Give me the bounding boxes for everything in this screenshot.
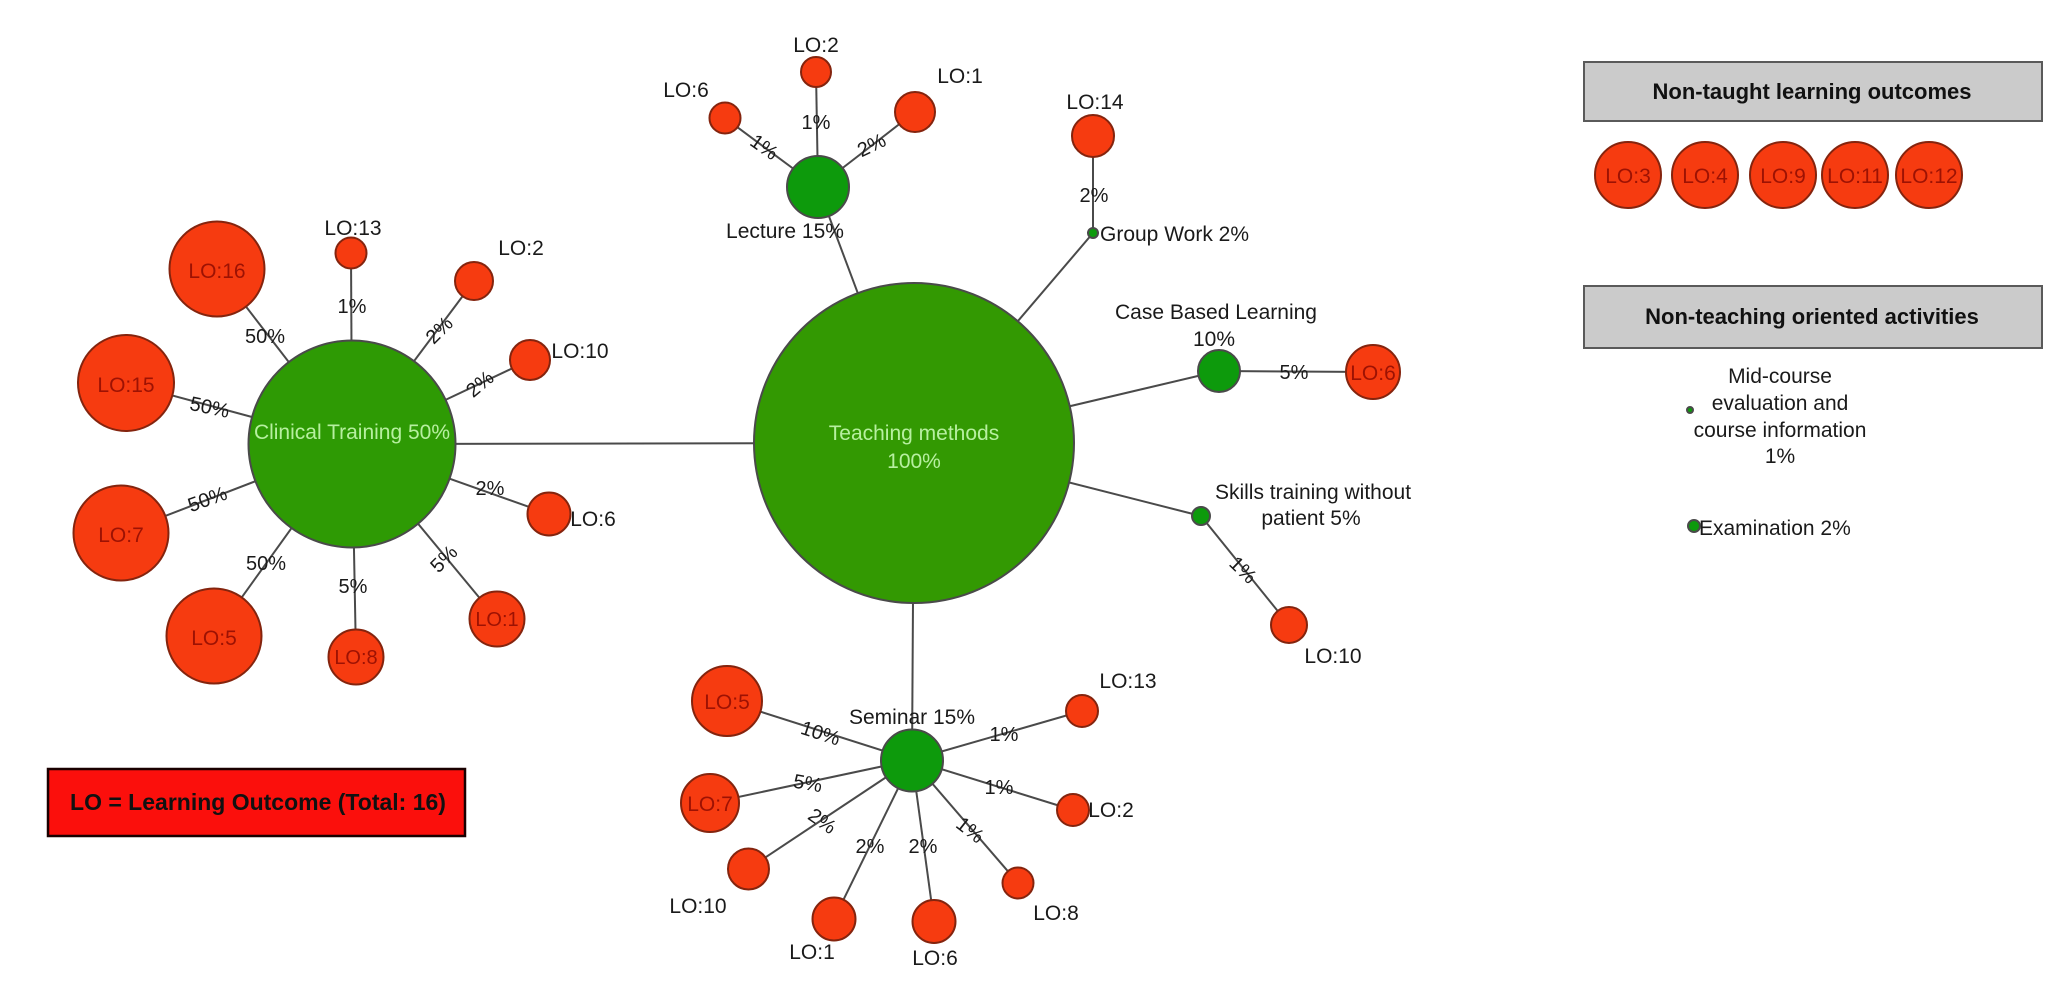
svg-text:2%: 2%	[909, 836, 938, 858]
svg-text:LO:7: LO:7	[687, 793, 733, 816]
svg-text:Seminar 15%: Seminar 15%	[849, 706, 975, 729]
svg-text:LO:6: LO:6	[1350, 362, 1396, 385]
svg-text:Skills training without: Skills training without	[1215, 481, 1411, 504]
svg-text:LO:6: LO:6	[912, 947, 958, 970]
svg-text:LO:7: LO:7	[98, 524, 144, 547]
svg-text:evaluation and: evaluation and	[1712, 392, 1849, 415]
svg-text:10%: 10%	[1193, 328, 1235, 351]
svg-text:100%: 100%	[887, 450, 941, 473]
svg-text:1%: 1%	[338, 296, 367, 318]
svg-text:LO:13: LO:13	[324, 217, 381, 240]
svg-text:LO:12: LO:12	[1900, 165, 1957, 188]
svg-text:50%: 50%	[245, 326, 285, 348]
svg-text:LO:1: LO:1	[789, 941, 835, 964]
svg-text:LO:6: LO:6	[570, 508, 616, 531]
svg-text:Clinical Training 50%: Clinical Training 50%	[254, 421, 450, 444]
svg-text:1%: 1%	[802, 112, 831, 134]
svg-text:Case Based Learning: Case Based Learning	[1115, 301, 1317, 324]
svg-text:Non-taught learning outcomes: Non-taught learning outcomes	[1653, 79, 1972, 104]
svg-text:5%: 5%	[792, 771, 825, 798]
svg-text:LO:3: LO:3	[1605, 165, 1651, 188]
svg-text:2%: 2%	[476, 478, 505, 500]
svg-text:LO:1: LO:1	[937, 65, 983, 88]
svg-text:LO:2: LO:2	[498, 237, 544, 260]
svg-text:LO:2: LO:2	[1088, 799, 1134, 822]
svg-text:LO:8: LO:8	[334, 647, 377, 669]
svg-text:1%: 1%	[985, 777, 1014, 799]
svg-text:Lecture 15%: Lecture 15%	[726, 220, 844, 243]
svg-text:50%: 50%	[246, 553, 286, 575]
svg-text:Non-teaching oriented activiti: Non-teaching oriented activities	[1645, 304, 1979, 329]
svg-text:LO:1: LO:1	[475, 609, 518, 631]
svg-text:5%: 5%	[1280, 362, 1309, 384]
svg-text:LO:10: LO:10	[669, 895, 726, 918]
svg-text:LO:10: LO:10	[551, 340, 608, 363]
svg-text:1%: 1%	[1765, 445, 1795, 468]
svg-text:LO:8: LO:8	[1033, 902, 1079, 925]
svg-text:Teaching methods: Teaching methods	[829, 422, 999, 445]
svg-text:Examination 2%: Examination 2%	[1699, 517, 1851, 540]
svg-text:LO = Learning Outcome (Total:: LO = Learning Outcome (Total: 16)	[70, 789, 446, 815]
svg-text:LO:9: LO:9	[1760, 165, 1806, 188]
svg-text:Group Work 2%: Group Work 2%	[1100, 223, 1249, 246]
svg-text:LO:14: LO:14	[1066, 91, 1124, 114]
svg-text:LO:10: LO:10	[1304, 645, 1361, 668]
svg-text:Mid-course: Mid-course	[1728, 365, 1832, 388]
svg-text:2%: 2%	[856, 836, 885, 858]
svg-text:LO:13: LO:13	[1099, 670, 1156, 693]
svg-text:5%: 5%	[339, 576, 368, 598]
svg-text:LO:15: LO:15	[97, 374, 154, 397]
svg-text:2%: 2%	[1080, 185, 1109, 207]
svg-text:LO:6: LO:6	[663, 79, 709, 102]
svg-text:patient 5%: patient 5%	[1261, 507, 1360, 530]
svg-text:LO:4: LO:4	[1682, 165, 1728, 188]
svg-text:LO:11: LO:11	[1827, 165, 1883, 188]
svg-text:LO:2: LO:2	[793, 34, 839, 57]
svg-text:course information: course information	[1694, 419, 1867, 442]
svg-text:LO:5: LO:5	[191, 627, 237, 650]
svg-text:LO:16: LO:16	[188, 260, 245, 283]
svg-text:1%: 1%	[990, 724, 1019, 746]
svg-text:LO:5: LO:5	[704, 691, 750, 714]
